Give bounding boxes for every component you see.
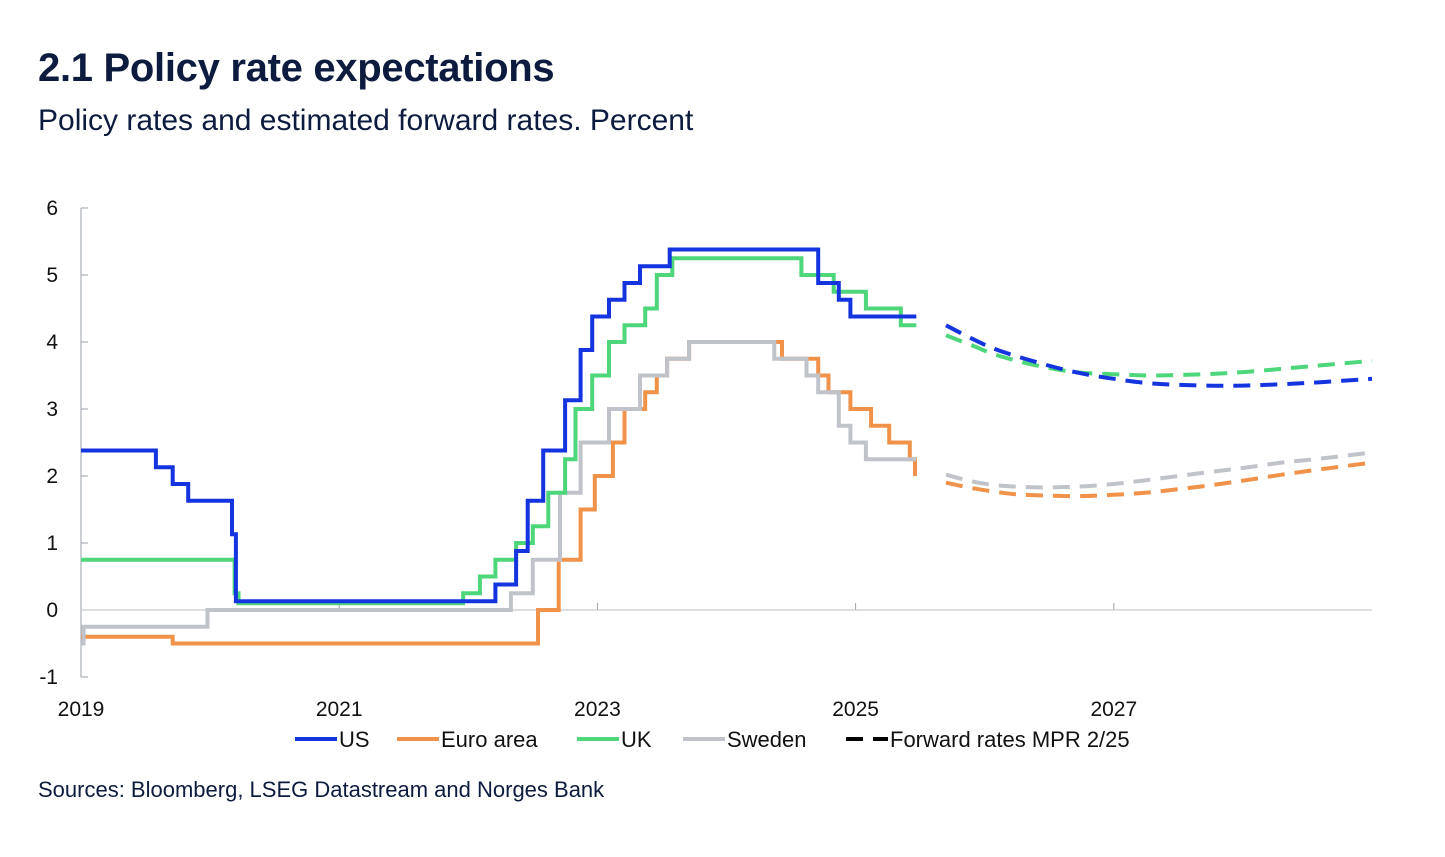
y-tick-label: 5 (46, 264, 58, 287)
x-tick-label: 2025 (832, 698, 879, 721)
legend-label: Euro area (441, 727, 538, 752)
legend-item-euro-area: Euro area (397, 727, 538, 752)
series-uk (81, 256, 1373, 606)
legend-item-sweden: Sweden (683, 727, 807, 752)
forward-line-uk (945, 333, 1373, 378)
series-layer (81, 247, 1373, 646)
legend-label: Forward rates MPR 2/25 (890, 727, 1130, 752)
y-tick-label: 2 (46, 465, 58, 488)
series-us (81, 247, 1373, 604)
x-tick-label: 2023 (574, 698, 621, 721)
legend-item-forward-rates-mpr-2-25: Forward rates MPR 2/25 (846, 727, 1130, 752)
chart-subtitle: Policy rates and estimated forward rates… (38, 104, 694, 137)
legend-item-uk: UK (577, 727, 652, 752)
forward-line-euro-area (945, 460, 1373, 499)
legend-label: UK (621, 727, 652, 752)
y-tick-label: 3 (46, 398, 58, 421)
series-line-euro-area (81, 340, 917, 646)
x-tick-label: 2021 (316, 698, 363, 721)
series-line-us (81, 247, 917, 604)
series-line-sweden (81, 340, 917, 646)
legend-label: US (339, 727, 370, 752)
y-tick-label: 4 (46, 331, 58, 354)
legend: US Euro area UK Sweden Forward rates MPR 2/2… (295, 727, 1130, 752)
y-tick-label: -1 (39, 666, 58, 689)
x-tick-label: 2019 (58, 698, 105, 721)
y-tick-label: 0 (46, 599, 58, 622)
y-tick-label: 1 (46, 532, 58, 555)
chart-title: 2.1 Policy rate expectations (38, 46, 555, 90)
legend-label: Sweden (727, 727, 807, 752)
x-tick-label: 2027 (1090, 698, 1137, 721)
series-euro-area (81, 340, 1373, 646)
series-sweden (81, 340, 1373, 646)
legend-item-us: US (295, 727, 370, 752)
forward-line-us (945, 323, 1373, 388)
source-note: Sources: Bloomberg, LSEG Datastream and … (38, 777, 605, 802)
y-tick-label: 6 (46, 197, 58, 220)
series-line-uk (81, 256, 917, 606)
